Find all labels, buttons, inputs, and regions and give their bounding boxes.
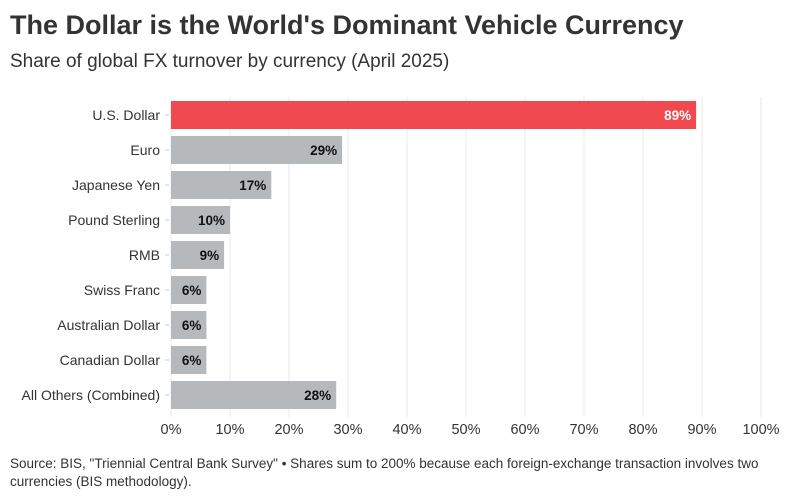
- bar: [171, 101, 697, 129]
- x-tick-label: 30%: [333, 422, 362, 438]
- x-tick-label: 80%: [628, 422, 657, 438]
- category-label: Euro: [130, 142, 160, 158]
- x-tick-label: 20%: [274, 422, 303, 438]
- category-label: Pound Sterling: [68, 212, 160, 228]
- x-tick-label: 40%: [392, 422, 421, 438]
- data-label: 17%: [239, 178, 266, 193]
- data-label: 89%: [664, 108, 691, 123]
- x-tick-label: 10%: [215, 422, 244, 438]
- data-label: 29%: [310, 143, 337, 158]
- data-label: 10%: [198, 213, 225, 228]
- x-tick-label: 90%: [687, 422, 716, 438]
- data-label: 9%: [200, 248, 220, 263]
- bar: [171, 311, 207, 339]
- x-tick-label: 60%: [510, 422, 539, 438]
- data-label: 28%: [304, 388, 331, 403]
- x-tick-label: 70%: [569, 422, 598, 438]
- bar: [171, 346, 207, 374]
- category-label: Canadian Dollar: [60, 352, 161, 368]
- category-label: RMB: [129, 247, 160, 263]
- chart-title: The Dollar is the World's Dominant Vehic…: [10, 10, 684, 40]
- bar: [171, 241, 225, 269]
- category-label: Australian Dollar: [57, 317, 160, 333]
- bar: [171, 276, 207, 304]
- source-note: Source: BIS, "Triennial Central Bank Sur…: [10, 456, 759, 489]
- bar: [171, 171, 272, 199]
- bar: [171, 206, 230, 234]
- bar-chart: 0% 10% 20% 30% 40% 50% 60% 70% 80% 90% 100% U.S. Do…: [22, 97, 780, 438]
- chart-subtitle: Share of global FX turnover by currency …: [10, 51, 450, 72]
- data-label: 6%: [182, 353, 202, 368]
- x-tick-label: 100%: [742, 422, 779, 438]
- category-label: Swiss Franc: [84, 282, 160, 298]
- x-tick-label: 0%: [161, 422, 182, 438]
- bar: [171, 381, 337, 409]
- data-label: 6%: [182, 283, 202, 298]
- category-label: All Others (Combined): [22, 387, 161, 403]
- category-label: Japanese Yen: [72, 177, 160, 193]
- x-tick-label: 50%: [451, 422, 480, 438]
- category-label: U.S. Dollar: [92, 107, 160, 123]
- data-label: 6%: [182, 318, 202, 333]
- bar: [171, 136, 343, 164]
